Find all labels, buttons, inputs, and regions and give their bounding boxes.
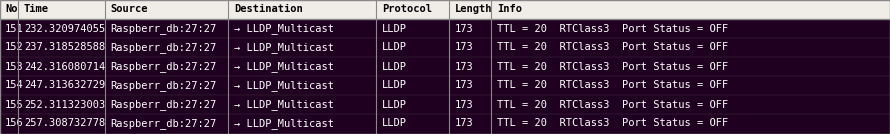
Text: Raspberr_db:27:27: Raspberr_db:27:27 [110,80,216,91]
Text: TTL = 20  RTClass3  Port Status = OFF: TTL = 20 RTClass3 Port Status = OFF [497,118,728,129]
Text: LLDP: LLDP [382,81,407,90]
Text: LLDP: LLDP [382,100,407,109]
Text: → LLDP_Multicast: → LLDP_Multicast [234,80,334,91]
Text: TTL = 20  RTClass3  Port Status = OFF: TTL = 20 RTClass3 Port Status = OFF [497,42,728,53]
Text: Info: Info [497,5,522,14]
Bar [0,0,890,19]
Text: Raspberr_db:27:27: Raspberr_db:27:27 [110,23,216,34]
Text: 173: 173 [455,42,473,53]
Text: 173: 173 [455,100,473,109]
Text: 247.313632729: 247.313632729 [24,81,105,90]
Text: Source: Source [110,5,148,14]
Text: 237.318528588: 237.318528588 [24,42,105,53]
Text: No: No [5,5,18,14]
Text: Raspberr_db:27:27: Raspberr_db:27:27 [110,99,216,110]
Text: Length: Length [455,5,492,14]
Text: 153: 153 [5,62,24,72]
Text: TTL = 20  RTClass3  Port Status = OFF: TTL = 20 RTClass3 Port Status = OFF [497,81,728,90]
Text: 173: 173 [455,23,473,34]
Text: Time: Time [24,5,49,14]
Text: → LLDP_Multicast: → LLDP_Multicast [234,61,334,72]
Text: Raspberr_db:27:27: Raspberr_db:27:27 [110,61,216,72]
Text: 173: 173 [455,81,473,90]
Text: Raspberr_db:27:27: Raspberr_db:27:27 [110,42,216,53]
Text: Protocol: Protocol [382,5,432,14]
Text: 151: 151 [5,23,24,34]
Text: 156: 156 [5,118,24,129]
Text: 242.316080714: 242.316080714 [24,62,105,72]
Text: TTL = 20  RTClass3  Port Status = OFF: TTL = 20 RTClass3 Port Status = OFF [497,100,728,109]
Text: Raspberr_db:27:27: Raspberr_db:27:27 [110,118,216,129]
Text: Destination: Destination [234,5,303,14]
Text: 155: 155 [5,100,24,109]
Text: LLDP: LLDP [382,23,407,34]
Text: LLDP: LLDP [382,62,407,72]
Text: 257.308732778: 257.308732778 [24,118,105,129]
Text: 154: 154 [5,81,24,90]
Text: → LLDP_Multicast: → LLDP_Multicast [234,118,334,129]
Text: LLDP: LLDP [382,42,407,53]
Text: 252.311323003: 252.311323003 [24,100,105,109]
Text: TTL = 20  RTClass3  Port Status = OFF: TTL = 20 RTClass3 Port Status = OFF [497,62,728,72]
Text: → LLDP_Multicast: → LLDP_Multicast [234,23,334,34]
Text: LLDP: LLDP [382,118,407,129]
Text: → LLDP_Multicast: → LLDP_Multicast [234,99,334,110]
Text: 232.320974055: 232.320974055 [24,23,105,34]
Text: → LLDP_Multicast: → LLDP_Multicast [234,42,334,53]
Text: 152: 152 [5,42,24,53]
Text: TTL = 20  RTClass3  Port Status = OFF: TTL = 20 RTClass3 Port Status = OFF [497,23,728,34]
Text: 173: 173 [455,62,473,72]
Text: 173: 173 [455,118,473,129]
